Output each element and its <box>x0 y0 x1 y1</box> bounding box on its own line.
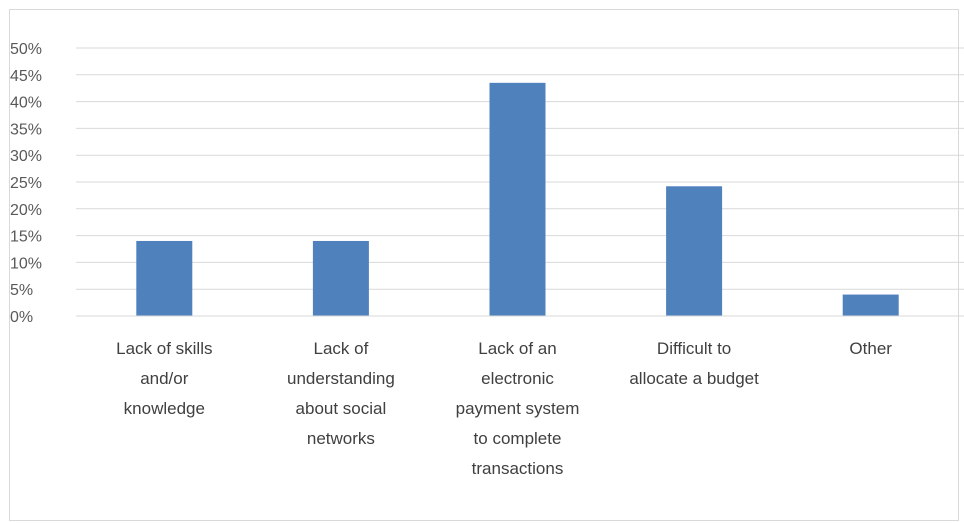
gridlines <box>76 47 964 290</box>
category-label: Lack of skills and/or knowledge <box>116 339 212 418</box>
bar <box>489 82 546 316</box>
y-tick-label: 25% <box>10 175 42 192</box>
y-tick-label: 5% <box>10 282 33 299</box>
bars <box>136 82 899 316</box>
bar <box>312 240 369 316</box>
y-tick-label: 50% <box>10 41 42 58</box>
category-label: Lack of understanding about social networks <box>287 339 395 448</box>
bar <box>666 186 723 316</box>
category-labels: Lack of skills and/or knowledge Lack of unde… <box>116 339 892 478</box>
y-tick-label: 20% <box>10 202 42 219</box>
category-label: Lack of an electronic payment system to com… <box>456 339 580 478</box>
y-tick-label: 45% <box>10 68 42 85</box>
y-tick-label: 0% <box>10 309 33 326</box>
bar <box>136 240 193 316</box>
y-tick-label: 35% <box>10 121 42 138</box>
category-label: Other <box>849 339 892 358</box>
bar <box>842 294 899 316</box>
y-tick-label: 10% <box>10 255 42 272</box>
y-axis-ticks: 0% 5% 10% 15% 20% 25% 30% 35% 40% 45% 50% <box>10 41 42 326</box>
y-tick-label: 40% <box>10 95 42 112</box>
category-label: Difficult to allocate a budget <box>629 339 759 388</box>
y-tick-label: 30% <box>10 148 42 165</box>
y-tick-label: 15% <box>10 229 42 246</box>
